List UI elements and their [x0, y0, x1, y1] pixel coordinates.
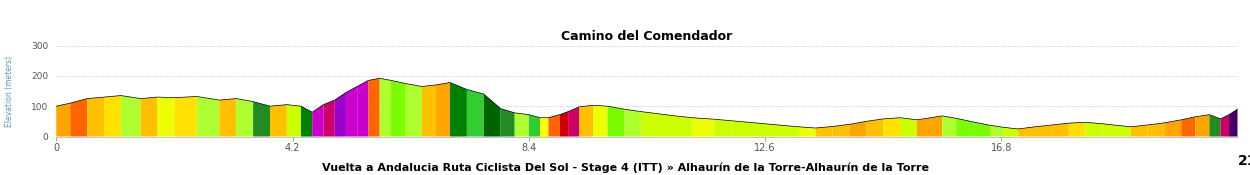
Polygon shape	[816, 127, 832, 136]
Polygon shape	[436, 82, 450, 136]
Polygon shape	[236, 99, 252, 136]
Polygon shape	[765, 124, 782, 136]
Polygon shape	[568, 107, 580, 136]
Polygon shape	[540, 118, 549, 136]
Polygon shape	[641, 112, 659, 136]
Polygon shape	[312, 105, 324, 136]
Polygon shape	[580, 105, 594, 136]
Polygon shape	[942, 116, 956, 136]
Polygon shape	[832, 124, 850, 136]
Polygon shape	[1116, 125, 1131, 136]
Polygon shape	[625, 109, 641, 136]
Polygon shape	[918, 118, 931, 136]
Polygon shape	[369, 78, 380, 136]
Polygon shape	[882, 118, 900, 136]
Polygon shape	[380, 78, 391, 136]
Polygon shape	[782, 125, 799, 136]
Polygon shape	[1069, 122, 1085, 136]
Polygon shape	[220, 99, 236, 136]
Polygon shape	[1195, 115, 1210, 136]
Polygon shape	[1019, 127, 1035, 136]
Polygon shape	[88, 97, 104, 136]
Polygon shape	[1229, 109, 1238, 136]
Polygon shape	[715, 119, 731, 136]
Polygon shape	[270, 105, 288, 136]
Polygon shape	[931, 116, 942, 136]
Polygon shape	[70, 99, 88, 136]
Polygon shape	[1004, 127, 1019, 136]
Polygon shape	[529, 115, 540, 136]
Polygon shape	[56, 103, 70, 136]
Polygon shape	[1035, 125, 1052, 136]
Polygon shape	[1052, 123, 1069, 136]
Polygon shape	[1210, 115, 1220, 136]
Polygon shape	[659, 114, 675, 136]
Text: Elevation (meters): Elevation (meters)	[5, 55, 15, 127]
Polygon shape	[121, 96, 140, 136]
Polygon shape	[391, 80, 405, 136]
Polygon shape	[608, 106, 625, 136]
Text: Vuelta a Andalucia Ruta Ciclista Del Sol - Stage 4 (ITT) » Alhaurín de la Torre-: Vuelta a Andalucia Ruta Ciclista Del Sol…	[321, 163, 929, 173]
Polygon shape	[357, 80, 369, 136]
Polygon shape	[175, 96, 198, 136]
Title: Camino del Comendador: Camino del Comendador	[561, 30, 732, 43]
Text: 21,0: 21,0	[1238, 154, 1250, 168]
Polygon shape	[484, 94, 500, 136]
Polygon shape	[748, 122, 765, 136]
Polygon shape	[346, 86, 358, 136]
Polygon shape	[1085, 122, 1102, 136]
Polygon shape	[675, 116, 692, 136]
Polygon shape	[866, 119, 882, 136]
Polygon shape	[1102, 124, 1116, 136]
Polygon shape	[731, 121, 748, 136]
Polygon shape	[500, 109, 515, 136]
Polygon shape	[850, 121, 866, 136]
Polygon shape	[1181, 117, 1195, 136]
Polygon shape	[693, 118, 715, 136]
Polygon shape	[1148, 123, 1165, 136]
Polygon shape	[799, 127, 816, 136]
Polygon shape	[974, 122, 990, 136]
Polygon shape	[560, 112, 568, 136]
Polygon shape	[405, 83, 422, 136]
Polygon shape	[158, 97, 175, 136]
Polygon shape	[1165, 120, 1181, 136]
Polygon shape	[1131, 125, 1148, 136]
Polygon shape	[900, 118, 918, 136]
Polygon shape	[990, 125, 1004, 136]
Polygon shape	[594, 105, 608, 136]
Polygon shape	[198, 96, 220, 136]
Polygon shape	[324, 100, 335, 136]
Polygon shape	[450, 82, 468, 136]
Polygon shape	[288, 105, 301, 136]
Polygon shape	[422, 85, 436, 136]
Polygon shape	[104, 96, 121, 136]
Polygon shape	[956, 118, 974, 136]
Polygon shape	[335, 93, 346, 136]
Polygon shape	[140, 97, 158, 136]
Polygon shape	[549, 115, 560, 136]
Polygon shape	[301, 106, 312, 136]
Polygon shape	[515, 113, 529, 136]
Polygon shape	[253, 102, 270, 136]
Polygon shape	[468, 89, 484, 136]
Polygon shape	[1220, 115, 1229, 136]
